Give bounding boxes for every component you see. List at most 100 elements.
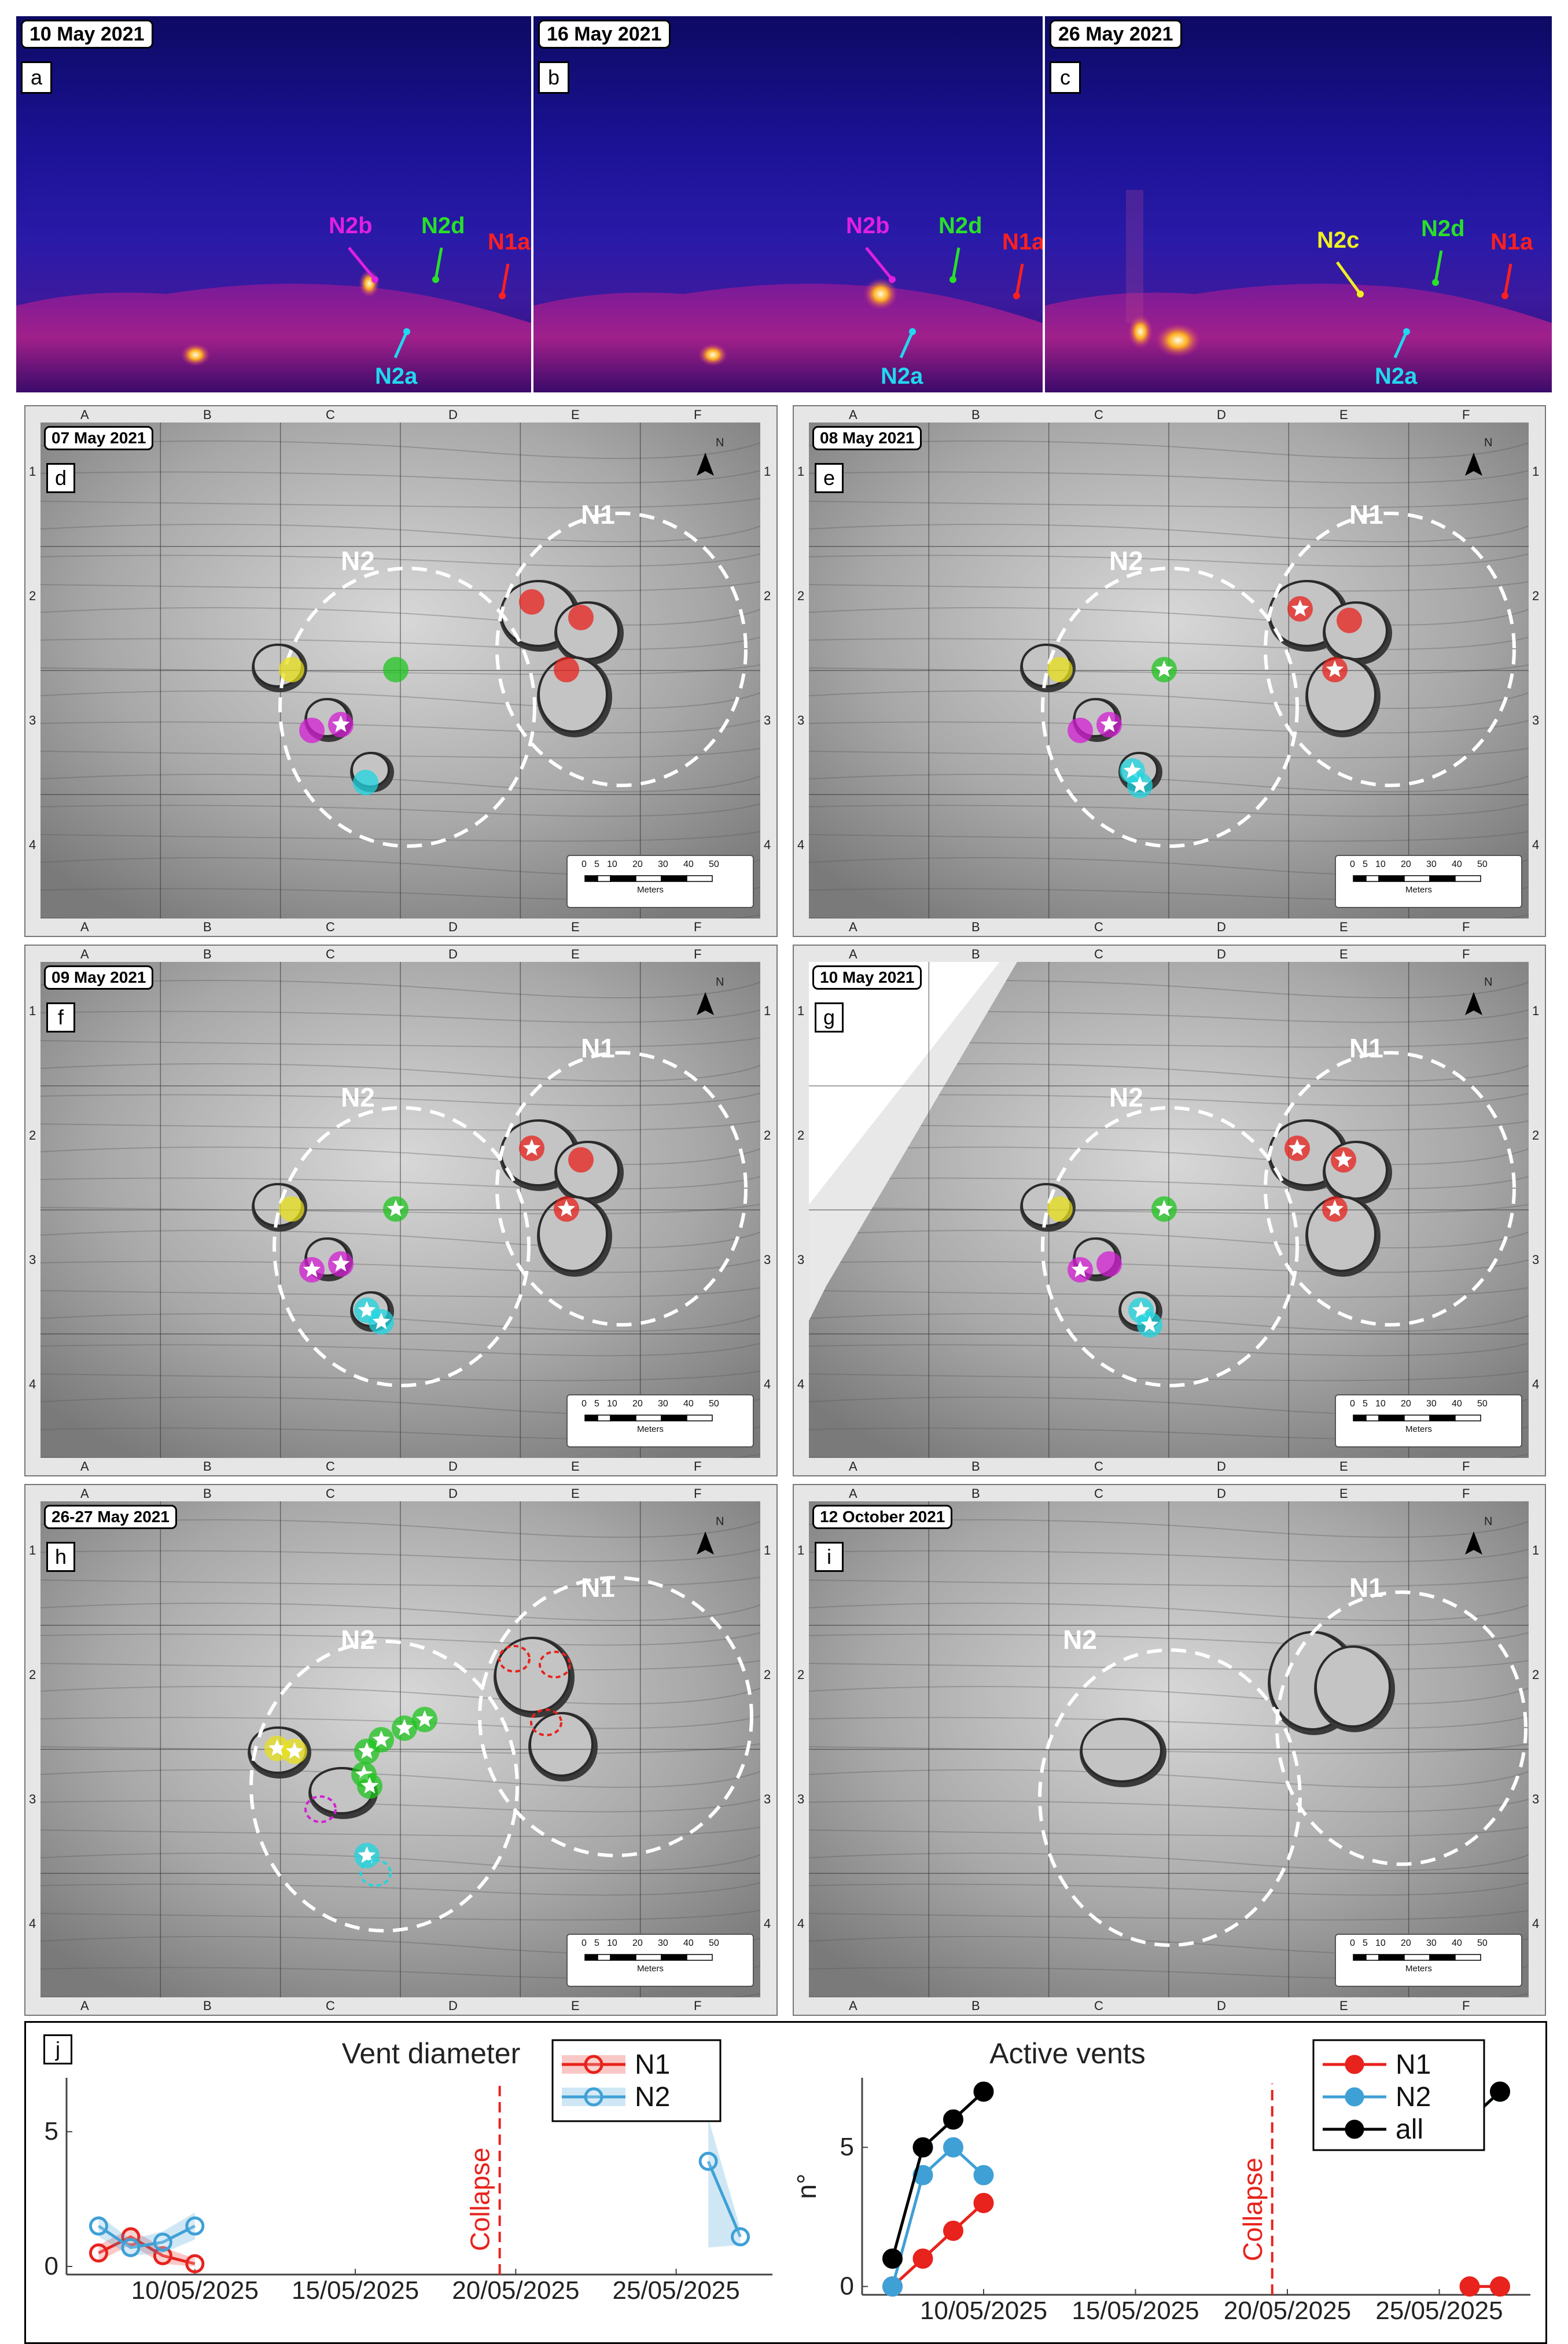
- hot-spot-left: [181, 343, 211, 366]
- star-icon: [1288, 1139, 1306, 1156]
- arrow-n2d: [434, 247, 443, 280]
- map-date-f: 09 May 2021: [44, 965, 154, 990]
- grid-row-label-right: 3: [764, 713, 771, 728]
- scale-tick-label: 30: [658, 1399, 668, 1409]
- legend-label-n1: N1: [1396, 2049, 1431, 2080]
- star-icon: [557, 1200, 576, 1217]
- data-point-n1: [943, 2220, 963, 2241]
- scale-tick-label: 0: [1350, 859, 1355, 869]
- vent-dashed-marker: [539, 1651, 571, 1678]
- grid-row-label-left: 2: [29, 1667, 36, 1682]
- panel-letter-h: h: [46, 1542, 75, 1572]
- scale-tick-label: 5: [594, 1399, 599, 1409]
- arrow-n2d: [1434, 250, 1443, 283]
- grid-col-label-top: D: [448, 407, 458, 422]
- grid-col-label-top: A: [849, 407, 857, 422]
- vent-marker: [1096, 1251, 1122, 1277]
- grid-row-label-right: 2: [764, 589, 771, 603]
- series-line-n2: [706, 2161, 742, 2238]
- crater-n2-label: N2: [1109, 546, 1143, 576]
- grid-col-label-top: A: [849, 947, 857, 961]
- grid-col-label-top: F: [694, 947, 702, 961]
- star-icon: [1140, 1316, 1159, 1332]
- grid-col-label-top: A: [80, 1486, 89, 1501]
- grid-col-label-bottom: D: [448, 1998, 458, 2013]
- north-arrow-icon: [1465, 992, 1482, 1015]
- chart-title: Vent diameter: [342, 2037, 521, 2070]
- arrow-n2b: [348, 247, 376, 281]
- map-date-d: 07 May 2021: [44, 426, 154, 450]
- legend-label-n1: N1: [635, 2049, 670, 2080]
- grid-row-label-left: 2: [797, 1667, 805, 1682]
- data-point-n2: [153, 2232, 172, 2252]
- crater-rim: [1080, 1718, 1162, 1783]
- grid-col-label-top: F: [694, 1486, 702, 1501]
- grid-col-label-bottom: E: [571, 1998, 580, 2013]
- grid-row-label-right: 4: [764, 837, 771, 852]
- vent-marker: [383, 657, 408, 682]
- grid-row-label-right: 3: [1532, 1252, 1540, 1267]
- grid-row-label-right: 3: [764, 1252, 771, 1267]
- label-n2d: N2d: [1421, 216, 1465, 241]
- y-axis-label: n°: [792, 2174, 822, 2199]
- data-point-all: [1490, 2081, 1510, 2102]
- grid-row-label-right: 2: [764, 1128, 771, 1142]
- scale-tick-label: 50: [709, 1938, 719, 1948]
- north-label: N: [1484, 976, 1493, 989]
- grid-col-label-bottom: B: [971, 920, 980, 934]
- scale-unit: Meters: [637, 1424, 664, 1434]
- legend-label-all: all: [1396, 2114, 1423, 2145]
- label-n2d: N2d: [421, 213, 465, 238]
- star-icon: [268, 1739, 286, 1756]
- vent-marker: [299, 718, 325, 743]
- map-panel-d: A A B B C C D D E E F F 1 1 2 2 3 3 4 4 N N2 N1 0 5 10 20 30 40 50 Met…: [24, 405, 778, 937]
- grid-col-label-bottom: B: [203, 1998, 212, 2013]
- thermal-date-b: 16 May 2021: [538, 20, 671, 49]
- arrow-n2c: [1335, 261, 1362, 295]
- thermal-date-c: 26 May 2021: [1050, 20, 1182, 49]
- crater-n1-label: N1: [581, 1033, 615, 1063]
- star-icon: [360, 1777, 379, 1794]
- label-n1a: N1a: [488, 229, 531, 255]
- vent-marker: [519, 589, 544, 615]
- scale-tick-label: 50: [1477, 1399, 1488, 1409]
- grid-col-label-bottom: F: [694, 920, 702, 934]
- star-icon: [1334, 1151, 1353, 1167]
- scale-tick-label: 0: [1350, 1399, 1355, 1409]
- collapse-label: Collapse: [465, 2148, 495, 2251]
- thermal-date-a: 10 May 2021: [21, 20, 153, 49]
- star-icon: [387, 1200, 405, 1217]
- hillshade-map: N N2 N1 0 5 10 20 30 40 50 Meters 08 May 2021 e: [809, 422, 1529, 919]
- grid-col-label-top: E: [571, 407, 580, 422]
- label-n1a: N1a: [1490, 229, 1533, 255]
- panel-letter-c: c: [1050, 61, 1081, 94]
- x-tick-label: 15/05/2025: [1072, 2297, 1199, 2325]
- grid-col-label-bottom: E: [571, 1459, 580, 1474]
- vent-dashed-marker: [304, 1795, 337, 1823]
- grid-col-label-bottom: E: [571, 920, 580, 934]
- scale-tick-label: 30: [1426, 1399, 1437, 1409]
- x-tick-label: 10/05/2025: [131, 2276, 259, 2305]
- north-label: N: [716, 436, 724, 449]
- y-tick-label: 0: [45, 2252, 58, 2280]
- vent-marker: [1337, 608, 1362, 633]
- scale-tick-label: 5: [1363, 1399, 1368, 1409]
- panel-letter-g: g: [815, 1002, 844, 1033]
- grid-col-label-top: D: [1217, 947, 1226, 961]
- series-line-n2: [891, 2145, 985, 2287]
- collapse-label: Collapse: [1238, 2158, 1268, 2261]
- panel-letter-b: b: [538, 61, 569, 94]
- grid-col-label-top: E: [1339, 947, 1348, 961]
- scale-bar: 0 5 10 20 30 40 50 Meters: [1335, 1394, 1522, 1447]
- data-point-all: [912, 2137, 933, 2158]
- star-icon: [522, 1139, 541, 1156]
- scale-tick-label: 40: [683, 859, 694, 869]
- data-point-all: [882, 2249, 903, 2269]
- scale-tick-label: 50: [709, 859, 719, 869]
- scale-bar: 0 5 10 20 30 40 50 Meters: [1335, 855, 1522, 908]
- star-icon: [358, 1742, 376, 1759]
- north-label: N: [716, 976, 724, 989]
- grid-col-label-bottom: D: [448, 920, 458, 934]
- scale-tick-label: 30: [658, 1938, 668, 1948]
- scale-tick-label: 5: [594, 1938, 599, 1948]
